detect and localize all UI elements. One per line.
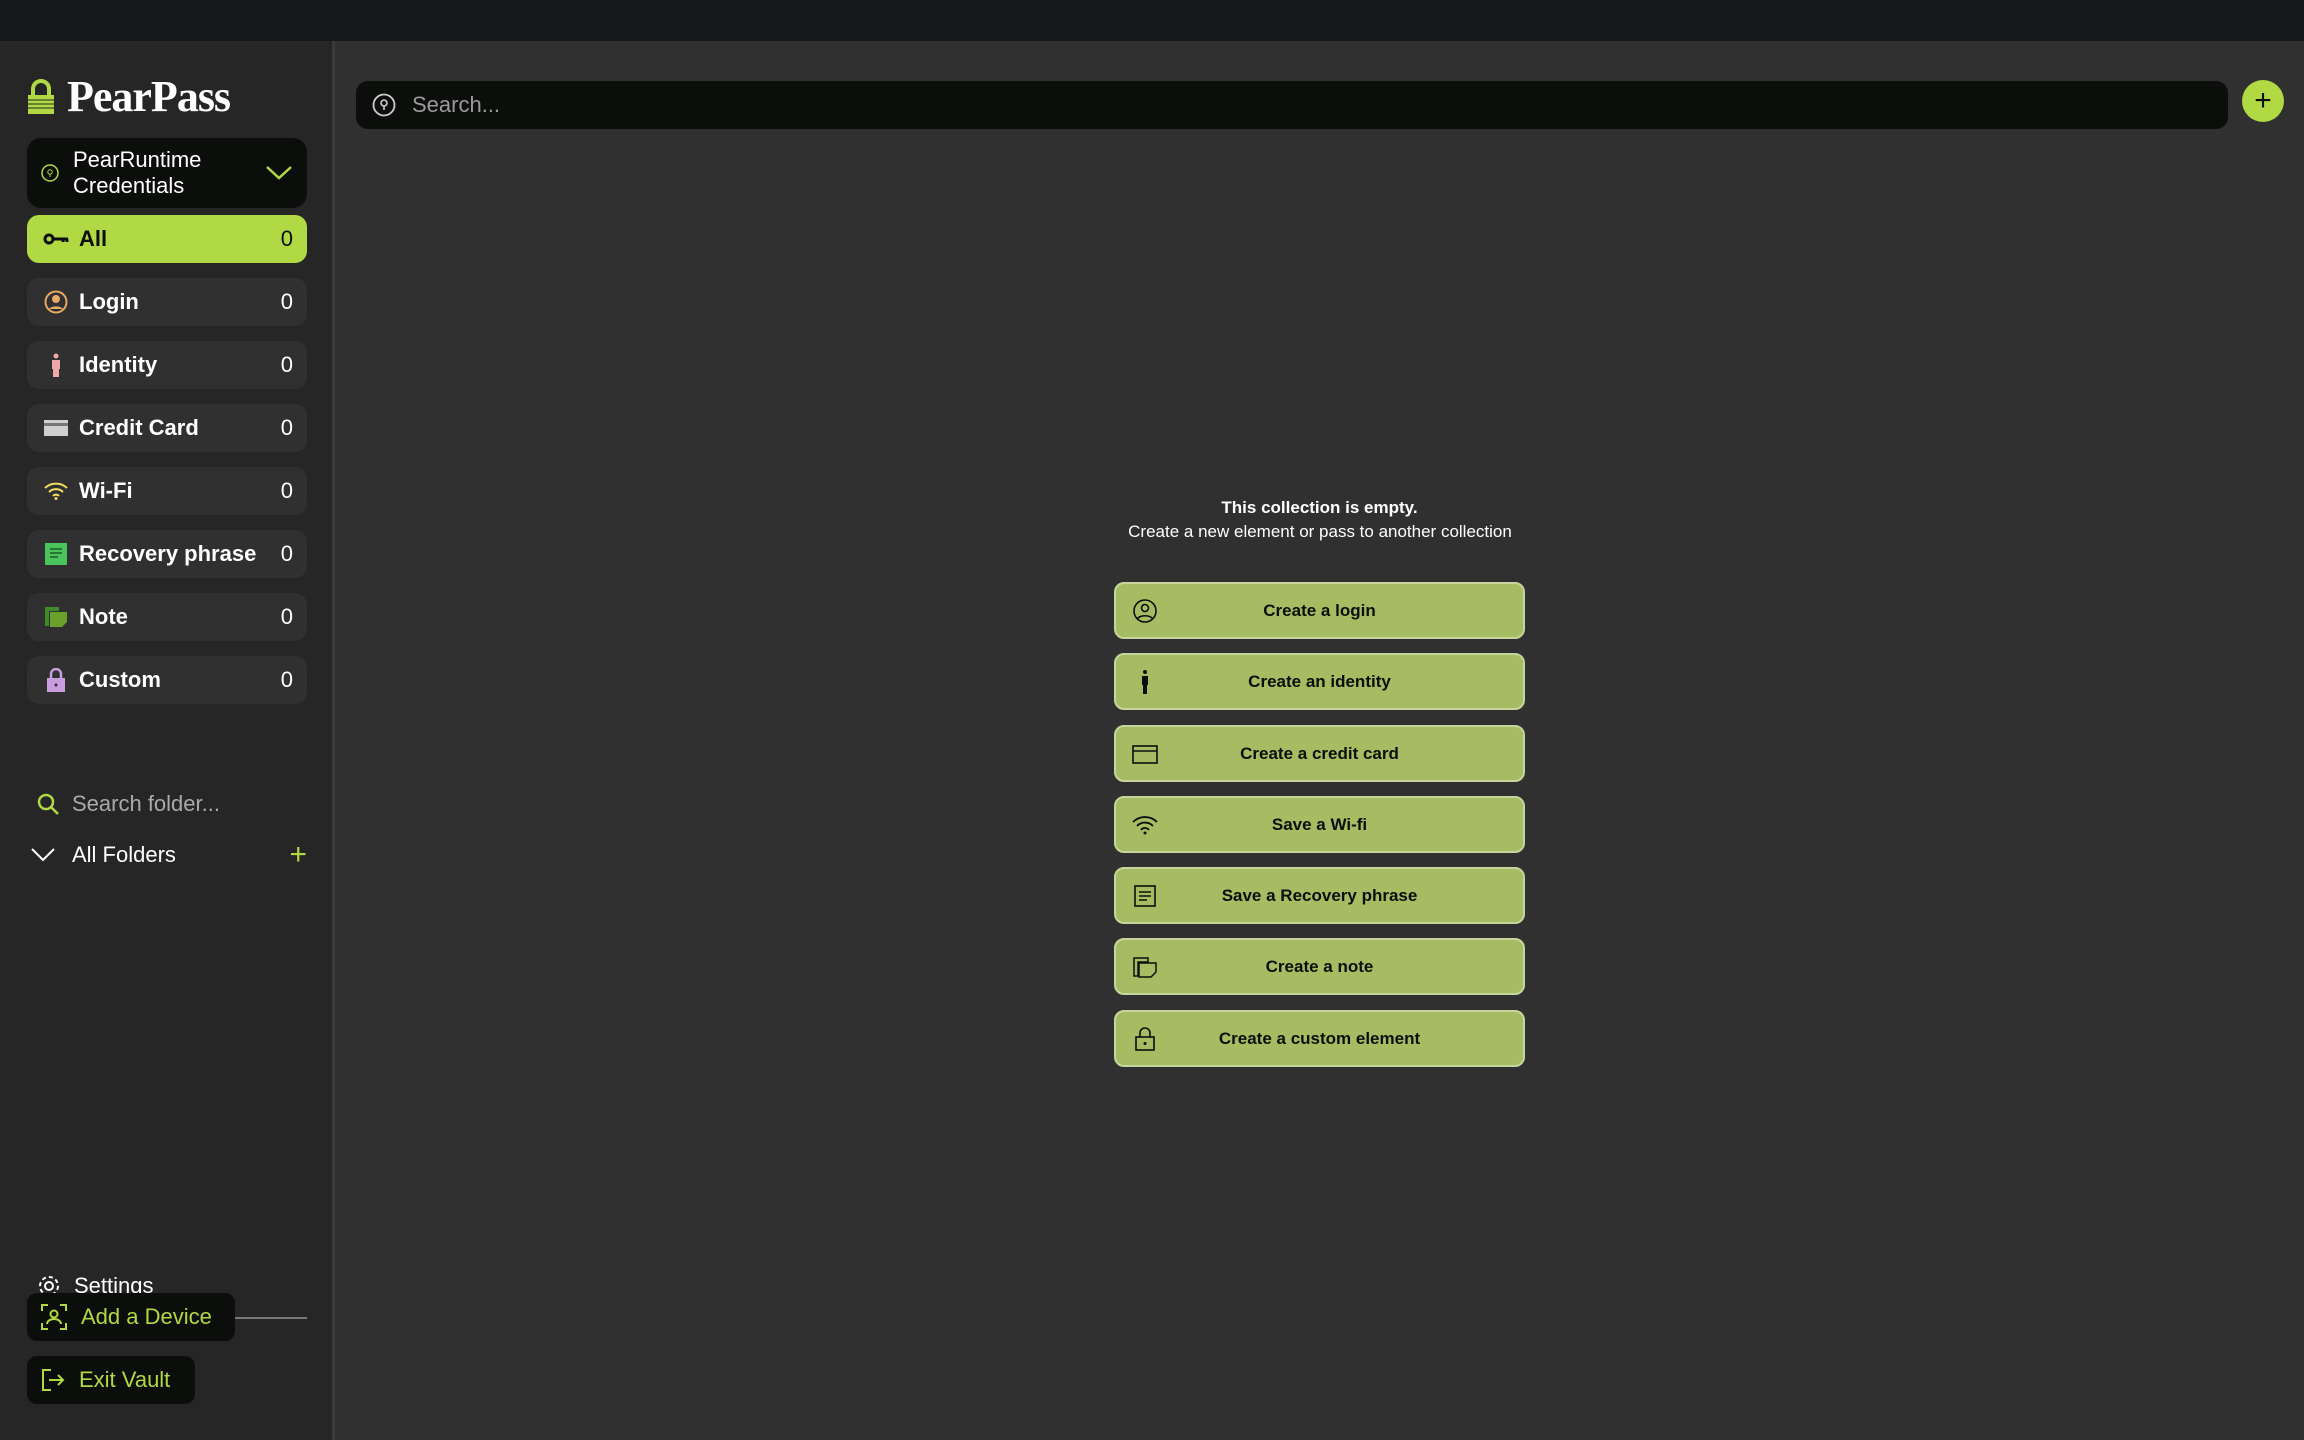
category-count: 0 <box>280 667 293 692</box>
create-identity-button[interactable]: Create an identity <box>1114 653 1525 710</box>
category-label: Identity <box>79 352 158 377</box>
empty-title: This collection is empty. <box>1221 498 1418 517</box>
vault-name: PearRuntime Credentials <box>73 147 202 198</box>
search-icon <box>37 793 59 815</box>
category-count: 0 <box>280 478 293 503</box>
action-label: Save a Wi-fi <box>1271 814 1368 834</box>
category-label: Login <box>79 289 139 314</box>
lock-icon <box>1135 1026 1155 1051</box>
logo: PearPass <box>27 71 231 122</box>
category-label: Note <box>79 604 128 629</box>
add-device-button[interactable]: Add a Device <box>27 1293 235 1341</box>
exit-icon <box>42 1369 65 1391</box>
app-name: PearPass <box>67 72 231 121</box>
add-device-label: Add a Device <box>81 1304 212 1329</box>
vault-selector[interactable]: PearRuntime Credentials <box>27 138 307 208</box>
category-recovery-phrase[interactable]: Recovery phrase 0 <box>27 530 307 578</box>
action-label: Create a login <box>1263 600 1376 620</box>
padlock-logo-icon <box>28 78 54 114</box>
action-label: Save a Recovery phrase <box>1221 885 1418 905</box>
exit-vault-label: Exit Vault <box>79 1367 171 1392</box>
category-label: All <box>79 226 108 251</box>
search-bar[interactable] <box>356 81 2228 129</box>
chevron-down-icon <box>266 166 292 180</box>
action-label: Create a custom element <box>1218 1028 1421 1048</box>
document-icon <box>1134 884 1156 907</box>
person-icon <box>43 352 69 378</box>
key-icon <box>43 226 69 252</box>
all-folders-label: All Folders <box>72 842 176 867</box>
all-folders[interactable]: All Folders + <box>30 838 307 872</box>
category-label: Credit Card <box>79 415 199 440</box>
category-label: Recovery phrase <box>79 541 257 566</box>
action-label: Create an identity <box>1248 671 1391 691</box>
credit-card-icon <box>1132 744 1158 764</box>
lock-icon <box>43 667 69 693</box>
folder-search[interactable]: Search folder... <box>36 791 220 817</box>
create-credit-card-button[interactable]: Create a credit card <box>1114 725 1525 782</box>
note-icon <box>1133 956 1157 978</box>
create-login-button[interactable]: Create a login <box>1114 582 1525 639</box>
credit-card-icon <box>43 415 69 441</box>
category-wifi[interactable]: Wi-Fi 0 <box>27 467 307 515</box>
note-icon <box>43 604 69 630</box>
plus-icon: + <box>2254 84 2272 117</box>
vault-icon <box>41 164 59 182</box>
vault-icon <box>372 93 396 117</box>
category-count: 0 <box>280 415 293 440</box>
category-login[interactable]: Login 0 <box>27 278 307 326</box>
user-circle-icon <box>1133 598 1157 623</box>
add-folder-icon[interactable]: + <box>289 838 307 871</box>
document-icon <box>43 541 69 567</box>
category-note[interactable]: Note 0 <box>27 593 307 641</box>
category-count: 0 <box>280 226 293 251</box>
save-recovery-phrase-button[interactable]: Save a Recovery phrase <box>1114 867 1525 924</box>
wifi-icon <box>1132 815 1158 834</box>
title-bar <box>0 0 2304 41</box>
category-credit-card[interactable]: Credit Card 0 <box>27 404 307 452</box>
category-all[interactable]: All 0 <box>27 215 307 263</box>
search-input[interactable] <box>412 92 2212 118</box>
add-item-button[interactable]: + <box>2242 80 2284 122</box>
wifi-icon <box>43 478 69 504</box>
user-circle-icon <box>43 289 69 315</box>
chevron-down-icon <box>31 848 55 862</box>
category-count: 0 <box>280 352 293 377</box>
category-count: 0 <box>280 289 293 314</box>
empty-subtitle: Create a new element or pass to another … <box>1128 522 1512 541</box>
category-label: Wi-Fi <box>79 478 133 503</box>
sidebar: PearPass PearRuntime Credentials All 0 L… <box>0 41 335 1440</box>
create-custom-element-button[interactable]: Create a custom element <box>1114 1010 1525 1067</box>
action-label: Create a credit card <box>1240 743 1399 763</box>
create-note-button[interactable]: Create a note <box>1114 938 1525 995</box>
scan-user-icon <box>41 1304 67 1330</box>
save-wifi-button[interactable]: Save a Wi-fi <box>1114 796 1525 853</box>
person-icon <box>1142 669 1148 694</box>
category-label: Custom <box>79 667 161 692</box>
category-identity[interactable]: Identity 0 <box>27 341 307 389</box>
exit-vault-button[interactable]: Exit Vault <box>27 1356 195 1404</box>
category-count: 0 <box>280 604 293 629</box>
category-custom[interactable]: Custom 0 <box>27 656 307 704</box>
category-count: 0 <box>280 541 293 566</box>
folder-search-placeholder: Search folder... <box>72 791 220 816</box>
action-label: Create a note <box>1265 956 1374 976</box>
